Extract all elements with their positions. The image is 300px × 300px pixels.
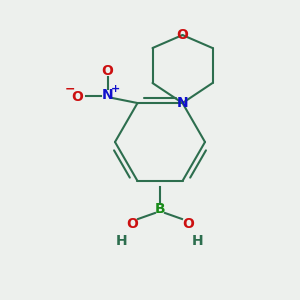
Text: H: H — [116, 234, 128, 248]
Text: B: B — [155, 202, 165, 216]
Text: N: N — [102, 88, 113, 102]
Text: O: O — [182, 217, 194, 231]
Text: O: O — [126, 217, 138, 231]
Text: −: − — [64, 82, 75, 95]
Text: +: + — [111, 84, 120, 94]
Text: O: O — [102, 64, 113, 78]
Text: O: O — [177, 28, 188, 42]
Text: N: N — [177, 96, 188, 110]
Text: O: O — [72, 90, 83, 104]
Text: H: H — [192, 234, 204, 248]
